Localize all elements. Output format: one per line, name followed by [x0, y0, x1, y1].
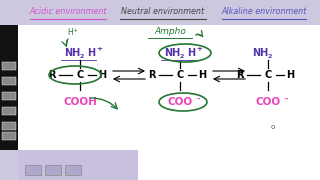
Bar	[2, 132, 16, 140]
Bar	[0, 25, 18, 150]
Text: R: R	[48, 70, 56, 80]
Text: H: H	[286, 70, 294, 80]
Bar	[2, 92, 16, 100]
Text: -: -	[284, 94, 288, 103]
Bar	[18, 25, 320, 180]
Text: +: +	[196, 46, 202, 52]
Text: +: +	[96, 46, 102, 52]
Bar	[65, 165, 81, 175]
Text: R: R	[236, 70, 244, 80]
Bar	[2, 107, 16, 115]
Text: H: H	[187, 48, 195, 58]
Text: H: H	[198, 70, 206, 80]
Text: C: C	[176, 70, 184, 80]
Text: -: -	[196, 94, 200, 103]
Bar	[25, 165, 41, 175]
Text: H: H	[67, 28, 73, 37]
Text: o: o	[271, 124, 275, 130]
Text: H: H	[98, 70, 106, 80]
Text: NH: NH	[64, 48, 80, 58]
Text: R: R	[148, 70, 156, 80]
Text: C: C	[264, 70, 272, 80]
Text: Alkaline environment: Alkaline environment	[221, 8, 307, 17]
Text: 2: 2	[80, 53, 84, 59]
Text: 2: 2	[268, 53, 272, 59]
Text: COO: COO	[255, 97, 281, 107]
Text: Ampho: Ampho	[154, 28, 186, 37]
Text: +: +	[72, 28, 77, 33]
Text: H: H	[87, 48, 95, 58]
Text: Neutral environment: Neutral environment	[121, 8, 204, 17]
Bar	[18, 0, 320, 25]
Bar	[2, 77, 16, 85]
Bar	[18, 150, 138, 180]
Bar	[2, 122, 16, 130]
Text: 2: 2	[180, 53, 184, 59]
Bar	[45, 165, 61, 175]
Text: Acidic environment: Acidic environment	[29, 8, 107, 17]
Text: NH: NH	[164, 48, 180, 58]
Text: C: C	[76, 70, 84, 80]
Bar	[2, 62, 16, 70]
Text: COO: COO	[167, 97, 193, 107]
Text: COOH: COOH	[63, 97, 97, 107]
Text: NH: NH	[252, 48, 268, 58]
